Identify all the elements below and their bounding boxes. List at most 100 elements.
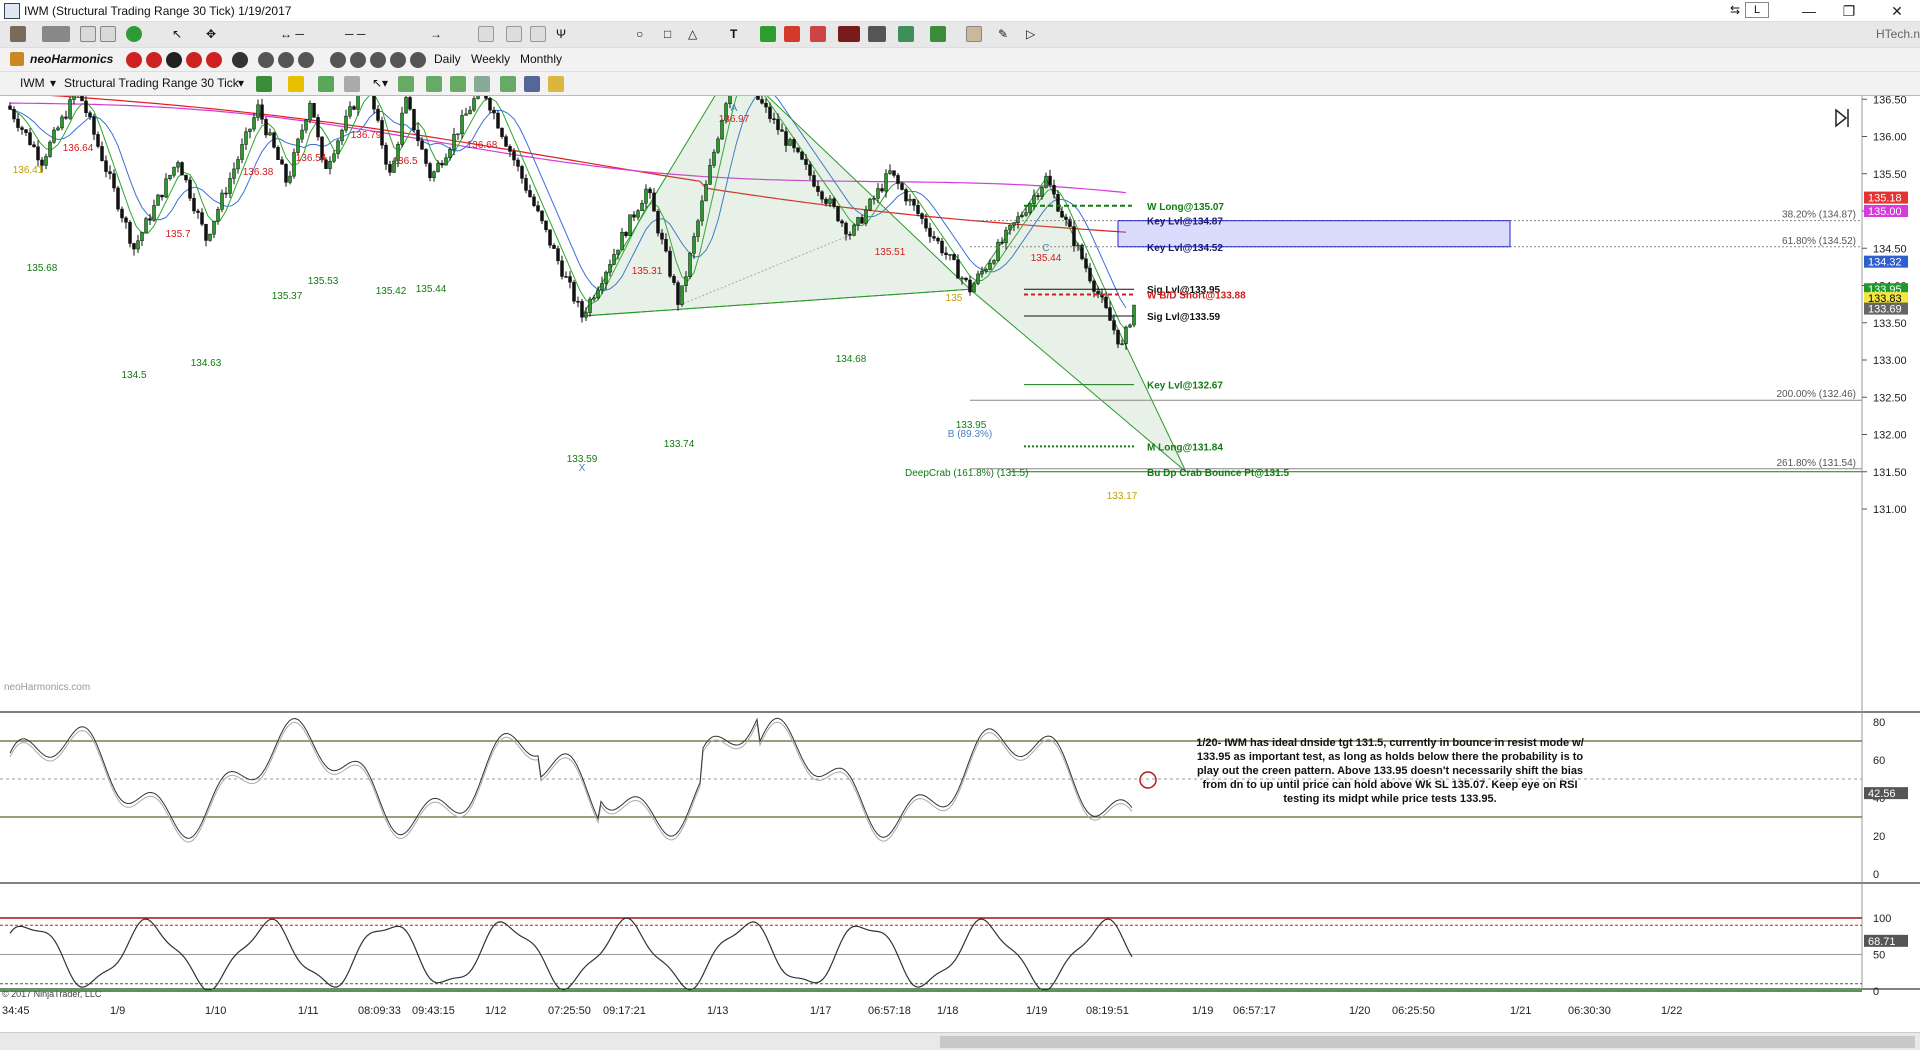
s-red-icon[interactable] xyxy=(186,52,202,68)
level-label: Key Lvl@134.87 xyxy=(1147,217,1223,228)
strategy-icon[interactable] xyxy=(966,26,982,42)
zoom-tool-icon[interactable] xyxy=(398,76,414,92)
time-axis[interactable]: 34:45 1/9 1/10 1/11 08:09:33 09:43:15 1/12 07:2… xyxy=(2,1005,1682,1017)
indicator-tool-icon[interactable] xyxy=(450,76,466,92)
price-bar xyxy=(24,129,28,133)
daily-button[interactable]: Daily xyxy=(434,52,461,66)
chart-toolbar: IWM ▾ Structural Trading Range 30 Tick ▾… xyxy=(0,72,1920,96)
price-bar xyxy=(88,112,92,118)
pointer-icon[interactable]: ↖ xyxy=(172,27,183,41)
eye-icon[interactable] xyxy=(126,26,142,42)
f-icon[interactable] xyxy=(330,52,346,68)
triangle-tool-icon[interactable]: △ xyxy=(688,27,698,41)
settings-a-icon[interactable] xyxy=(258,52,274,68)
arrow-line-icon[interactable]: → xyxy=(430,27,442,41)
price-bar xyxy=(552,245,556,249)
price-bar xyxy=(832,198,836,207)
price-bar xyxy=(556,248,560,262)
price-bar xyxy=(404,97,408,114)
rectangle-tool-icon[interactable]: □ xyxy=(664,27,672,41)
draw-pencil-icon[interactable]: ✎ xyxy=(998,27,1009,41)
minimize-button[interactable]: — xyxy=(1802,3,1816,19)
price-bar xyxy=(136,240,140,250)
fib-time-icon[interactable] xyxy=(530,26,546,42)
printer-icon[interactable] xyxy=(10,26,26,42)
e-red-icon[interactable] xyxy=(146,52,162,68)
rec-icon[interactable] xyxy=(838,26,860,42)
price-bar xyxy=(1056,194,1060,212)
crosshair-mode-icon[interactable] xyxy=(42,26,70,42)
fb-icon[interactable] xyxy=(370,52,386,68)
price-bar xyxy=(524,178,528,191)
price-bar xyxy=(20,127,24,130)
price-bar xyxy=(716,138,720,153)
arrow-down-icon[interactable] xyxy=(784,26,800,42)
neoharmonics-label: neoHarmonics xyxy=(30,52,114,66)
region-icon[interactable] xyxy=(810,26,826,42)
chart-style-icon[interactable] xyxy=(256,76,272,92)
two-icon[interactable] xyxy=(166,52,182,68)
weekly-button[interactable]: Weekly xyxy=(471,52,511,66)
template-icon[interactable] xyxy=(500,76,516,92)
pointer-tool-icon[interactable]: ↖▾ xyxy=(372,76,389,90)
w-icon[interactable] xyxy=(390,52,406,68)
settings-c-icon[interactable] xyxy=(298,52,314,68)
ruler-icon[interactable] xyxy=(548,76,564,92)
price-axis[interactable]: 137.00136.50136.00135.50135.00134.50134.… xyxy=(0,57,1920,990)
zoom-icon[interactable] xyxy=(80,26,96,42)
fibonacci-icon[interactable] xyxy=(478,26,494,42)
price-bar xyxy=(468,109,472,115)
pitchfork-icon[interactable]: Ψ xyxy=(556,27,567,41)
d-red-icon[interactable] xyxy=(206,52,222,68)
fib-extension-icon[interactable] xyxy=(506,26,522,42)
draw-tools-icon[interactable] xyxy=(318,76,334,92)
snap-icon[interactable] xyxy=(344,76,360,92)
price-bar xyxy=(704,183,708,202)
close-button[interactable]: ✕ xyxy=(1891,3,1903,19)
text-tool-icon[interactable]: T xyxy=(730,27,738,41)
horizontal-scrollbar[interactable] xyxy=(0,1032,1920,1050)
play-icon[interactable]: ▷ xyxy=(1026,27,1036,41)
settings-b-icon[interactable] xyxy=(278,52,294,68)
link-tab[interactable]: L xyxy=(1745,2,1769,18)
scrollbar-thumb[interactable] xyxy=(940,1036,1915,1048)
price-bar xyxy=(616,249,620,255)
level-label: W B/D Short@133.88 xyxy=(1147,290,1246,301)
window-icon[interactable] xyxy=(524,76,540,92)
price-bar xyxy=(940,240,944,254)
pencil-icon[interactable] xyxy=(288,76,304,92)
chart-props-icon[interactable] xyxy=(474,76,490,92)
monthly-button[interactable]: Monthly xyxy=(520,52,563,66)
price-bar xyxy=(248,128,252,132)
bar-type-selector[interactable]: Structural Trading Range 30 Tick xyxy=(64,76,239,90)
price-bar xyxy=(544,220,548,230)
data-box-icon[interactable] xyxy=(868,26,886,42)
price-bar xyxy=(140,232,144,241)
chevron-down-icon[interactable]: ▾ xyxy=(238,76,245,90)
price-tag-label: 135.00 xyxy=(1868,206,1902,218)
strategy-tool-icon[interactable] xyxy=(426,76,442,92)
t-icon[interactable] xyxy=(350,52,366,68)
line-tool-icon[interactable]: ↔ ─ xyxy=(280,27,304,41)
price-tick-label: 133.00 xyxy=(1873,355,1907,367)
arrow-up-icon[interactable] xyxy=(760,26,776,42)
price-bar xyxy=(292,152,296,177)
ray-tool-icon[interactable]: ─ ─ xyxy=(345,27,366,41)
chevron-down-icon[interactable]: ▾ xyxy=(50,76,57,90)
instrument-selector[interactable]: IWM xyxy=(20,76,45,90)
maximize-button[interactable]: ❐ xyxy=(1842,3,1856,19)
price-bar xyxy=(596,289,600,299)
link-arrows-icon[interactable]: ⇆ xyxy=(1730,3,1741,17)
price-bar xyxy=(500,127,504,137)
h-red-icon[interactable] xyxy=(126,52,142,68)
circle-icon[interactable] xyxy=(232,52,248,68)
indicators-icon[interactable] xyxy=(930,26,946,42)
price-bar xyxy=(760,99,764,104)
ellipse-tool-icon[interactable]: ○ xyxy=(636,27,644,41)
h-icon[interactable] xyxy=(410,52,426,68)
move-icon[interactable]: ✥ xyxy=(206,27,217,41)
bar-type-icon[interactable] xyxy=(898,26,914,42)
zoom-out-icon[interactable] xyxy=(100,26,116,42)
